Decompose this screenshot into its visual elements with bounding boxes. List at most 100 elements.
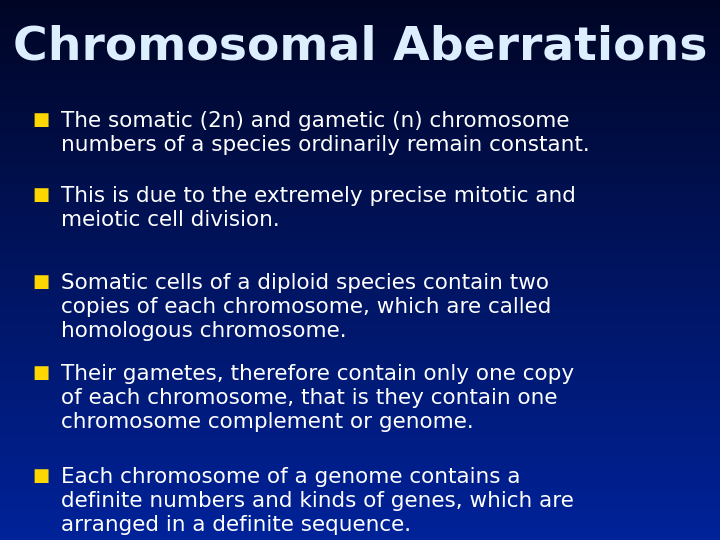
Bar — [0, 352, 720, 353]
Text: The somatic (2n) and gametic (n) chromosome
numbers of a species ordinarily rema: The somatic (2n) and gametic (n) chromos… — [61, 111, 590, 154]
Bar — [0, 468, 720, 469]
Bar — [0, 255, 720, 256]
Bar — [0, 465, 720, 467]
Bar — [0, 433, 720, 434]
Bar — [0, 326, 720, 327]
Bar — [0, 472, 720, 473]
Bar — [0, 21, 720, 22]
Bar — [0, 509, 720, 510]
Bar — [0, 48, 720, 49]
Bar — [0, 451, 720, 453]
Bar — [0, 54, 720, 55]
Bar — [0, 470, 720, 471]
Bar — [0, 257, 720, 258]
Bar — [0, 204, 720, 205]
Bar — [0, 294, 720, 295]
Bar — [0, 459, 720, 460]
Bar — [0, 107, 720, 108]
Bar — [0, 360, 720, 361]
Bar — [0, 457, 720, 458]
Bar — [0, 212, 720, 213]
Bar — [0, 161, 720, 162]
Bar — [0, 302, 720, 303]
Bar — [0, 187, 720, 188]
Bar — [0, 438, 720, 440]
Bar — [0, 282, 720, 283]
Bar — [0, 55, 720, 56]
Bar — [0, 505, 720, 507]
Bar — [0, 120, 720, 121]
Bar — [0, 240, 720, 241]
Bar — [0, 409, 720, 410]
Text: Their gametes, therefore contain only one copy
of each chromosome, that is they : Their gametes, therefore contain only on… — [61, 364, 575, 433]
Bar — [0, 480, 720, 481]
Bar — [0, 28, 720, 29]
Bar — [0, 30, 720, 31]
Bar — [0, 303, 720, 305]
Bar — [0, 478, 720, 480]
Bar — [0, 447, 720, 448]
Bar — [0, 118, 720, 119]
Bar — [0, 379, 720, 380]
Bar — [0, 315, 720, 316]
Bar — [0, 374, 720, 375]
Bar — [0, 341, 720, 342]
Bar — [0, 351, 720, 352]
Bar — [0, 491, 720, 492]
Bar — [0, 116, 720, 117]
Bar — [0, 503, 720, 504]
Bar — [0, 266, 720, 267]
Bar — [0, 222, 720, 224]
Bar — [0, 498, 720, 499]
Bar — [0, 60, 720, 62]
Bar — [0, 434, 720, 435]
Bar — [0, 407, 720, 408]
Bar — [0, 133, 720, 134]
Bar — [0, 339, 720, 340]
Bar — [0, 456, 720, 457]
Bar — [0, 445, 720, 446]
Bar — [0, 390, 720, 391]
Bar — [0, 164, 720, 165]
Bar — [0, 1, 720, 2]
Bar — [0, 328, 720, 329]
Bar — [0, 276, 720, 278]
Bar — [0, 380, 720, 381]
Bar — [0, 32, 720, 33]
Bar — [0, 492, 720, 494]
Bar — [0, 443, 720, 444]
Bar — [0, 183, 720, 184]
Bar — [0, 529, 720, 530]
Bar — [0, 267, 720, 268]
Bar — [0, 122, 720, 123]
Bar — [0, 121, 720, 122]
Bar — [0, 24, 720, 25]
Bar — [0, 113, 720, 114]
Bar — [0, 19, 720, 21]
Bar — [0, 153, 720, 154]
Bar — [0, 448, 720, 449]
Bar — [0, 272, 720, 273]
Bar — [0, 249, 720, 251]
Bar — [0, 401, 720, 402]
Bar — [0, 436, 720, 437]
Bar — [0, 261, 720, 262]
Bar — [0, 367, 720, 368]
Bar — [0, 320, 720, 321]
Bar — [0, 76, 720, 77]
Bar — [0, 40, 720, 41]
Bar — [0, 147, 720, 148]
Bar — [0, 354, 720, 355]
Bar — [0, 305, 720, 306]
Bar — [0, 165, 720, 166]
Bar — [0, 114, 720, 116]
Bar — [0, 484, 720, 485]
Bar — [0, 75, 720, 76]
Bar — [0, 99, 720, 100]
Bar — [0, 387, 720, 388]
Bar — [0, 280, 720, 281]
Bar — [0, 376, 720, 377]
Bar — [0, 440, 720, 441]
Bar — [0, 483, 720, 484]
Bar — [0, 237, 720, 238]
